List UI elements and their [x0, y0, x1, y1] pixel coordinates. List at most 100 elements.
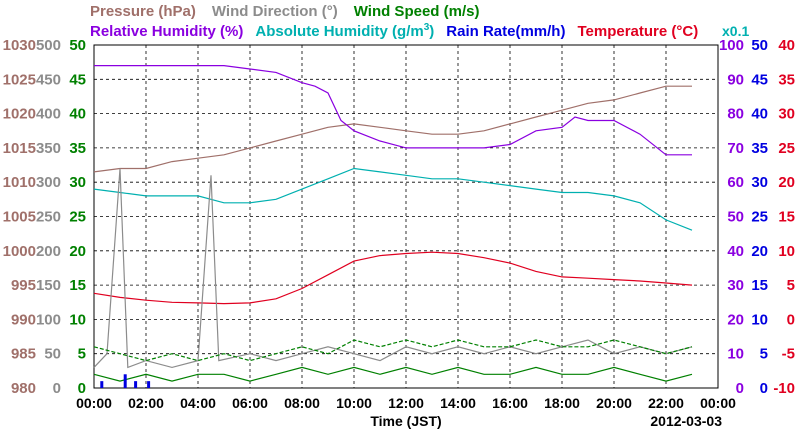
- tick-label-rain-rate: 0: [760, 380, 768, 397]
- tick-label-x: 02:00: [128, 395, 164, 411]
- tick-label-relative-humidity: 50: [727, 209, 744, 226]
- tick-label-pressure: 995: [11, 277, 36, 294]
- tick-label-pressure: 1005: [3, 209, 36, 226]
- legend-superscript: 3: [424, 22, 430, 33]
- tick-label-relative-humidity: 80: [727, 106, 744, 123]
- tick-label-relative-humidity: 70: [727, 140, 744, 157]
- tick-label-wind-direction: 100: [36, 311, 61, 328]
- tick-label-temperature: 20: [778, 174, 795, 191]
- tick-label-x: 20:00: [596, 395, 632, 411]
- series-line-relative-humidity: [94, 65, 692, 156]
- tick-label-wind-direction: 400: [36, 106, 61, 123]
- tick-label-rain-rate: 45: [751, 71, 768, 88]
- tick-label-relative-humidity: 10: [727, 346, 744, 363]
- tick-label-pressure: 980: [11, 380, 36, 397]
- tick-label-pressure: 1000: [3, 243, 36, 260]
- tick-label-pressure: 1025: [3, 71, 36, 88]
- tick-label-pressure: 990: [11, 311, 36, 328]
- tick-label-rain-rate: 50: [751, 37, 768, 54]
- tick-label-temperature: 15: [778, 209, 795, 226]
- tick-label-wind-speed: 20: [69, 243, 86, 260]
- tick-label-rain-rate: 35: [751, 140, 768, 157]
- legend-entry: Pressure (hPa): [90, 3, 196, 20]
- legend-entry: Wind Direction (°): [212, 3, 338, 20]
- tick-label-x: 16:00: [492, 395, 528, 411]
- tick-label-pressure: 985: [11, 346, 36, 363]
- tick-label-wind-direction: 250: [36, 209, 61, 226]
- tick-label-wind-direction: 500: [36, 37, 61, 54]
- tick-label-relative-humidity: 20: [727, 311, 744, 328]
- tick-label-temperature: 35: [778, 71, 795, 88]
- tick-label-wind-direction: 50: [44, 346, 61, 363]
- rain-bar: [123, 374, 127, 388]
- tick-label-x: 08:00: [284, 395, 320, 411]
- tick-label-rain-rate: 40: [751, 106, 768, 123]
- tick-label-wind-direction: 450: [36, 71, 61, 88]
- series-line-temperature-c: [93, 251, 693, 305]
- tick-label-x: 12:00: [388, 395, 424, 411]
- tick-label-wind-speed: 30: [69, 174, 86, 191]
- rain-bar: [147, 381, 151, 388]
- tick-label-x: 14:00: [440, 395, 476, 411]
- tick-label-relative-humidity: 90: [727, 71, 744, 88]
- series-line-wind-speed-gust: [93, 339, 693, 362]
- tick-label-temperature: 30: [778, 106, 795, 123]
- tick-label-wind-direction: 200: [36, 243, 61, 260]
- tick-label-rain-rate: 15: [751, 277, 768, 294]
- tick-label-rain-rate: 30: [751, 174, 768, 191]
- tick-label-wind-speed: 40: [69, 106, 86, 123]
- tick-label-pressure: 1020: [3, 106, 36, 123]
- rain-bar: [100, 381, 104, 388]
- legend-entry: Relative Humidity (%): [90, 23, 243, 40]
- legend-entry-tail: ): [429, 23, 434, 40]
- tick-label-pressure: 1010: [3, 174, 36, 191]
- legend-entry: Absolute Humidity (g/m: [255, 23, 423, 40]
- legend-entry: Temperature (°C): [577, 23, 698, 40]
- tick-label-wind-speed: 25: [69, 209, 86, 226]
- tick-label-wind-speed: 45: [69, 71, 86, 88]
- tick-label-wind-speed: 0: [78, 380, 86, 397]
- tick-label-wind-speed: 5: [78, 346, 86, 363]
- tick-label-relative-humidity: 30: [727, 277, 744, 294]
- tick-label-rain-rate: 20: [751, 243, 768, 260]
- tick-label-pressure: 1015: [3, 140, 36, 157]
- tick-label-temperature: 40: [778, 37, 795, 54]
- tick-label-wind-speed: 10: [69, 311, 86, 328]
- tick-label-rain-rate: 10: [751, 311, 768, 328]
- series-line-absolute-humidity-g-m3: [93, 167, 693, 231]
- tick-label-wind-direction: 350: [36, 140, 61, 157]
- tick-label-temperature: 5: [787, 277, 795, 294]
- tick-label-x: 04:00: [180, 395, 216, 411]
- tick-label-relative-humidity: 100: [719, 37, 744, 54]
- legend-entry: Wind Speed (m/s): [354, 3, 480, 20]
- tick-label-temperature: 25: [778, 140, 795, 157]
- tick-label-temperature: -10: [773, 380, 795, 397]
- legend-scale-note: x0.1: [722, 23, 749, 39]
- tick-label-x: 18:00: [544, 395, 580, 411]
- tick-label-x: 22:00: [648, 395, 684, 411]
- series-line-wind-direction: [93, 168, 693, 369]
- series-line-wind-speed-m-s: [93, 366, 693, 382]
- tick-label-relative-humidity: 60: [727, 174, 744, 191]
- tick-label-wind-speed: 50: [69, 37, 86, 54]
- tick-label-rain-rate: 25: [751, 209, 768, 226]
- tick-label-wind-direction: 150: [36, 277, 61, 294]
- tick-label-relative-humidity: 40: [727, 243, 744, 260]
- tick-label-x: 00:00: [76, 395, 112, 411]
- tick-label-temperature: -5: [782, 346, 795, 363]
- tick-label-wind-speed: 15: [69, 277, 86, 294]
- tick-label-x: 00:00: [700, 395, 736, 411]
- tick-label-pressure: 1030: [3, 37, 36, 54]
- tick-label-temperature: 0: [787, 311, 795, 328]
- legend-entry: Rain Rate(mm/h): [446, 23, 565, 40]
- tick-label-wind-direction: 300: [36, 174, 61, 191]
- x-axis-title: Time (JST): [370, 413, 441, 429]
- series-line-pressure-hpa: [93, 85, 692, 173]
- tick-label-wind-direction: 0: [53, 380, 61, 397]
- tick-label-wind-speed: 35: [69, 140, 86, 157]
- date-label: 2012-03-03: [650, 413, 722, 429]
- tick-label-rain-rate: 5: [760, 346, 768, 363]
- tick-label-relative-humidity: 0: [736, 380, 744, 397]
- rain-bar: [134, 381, 138, 388]
